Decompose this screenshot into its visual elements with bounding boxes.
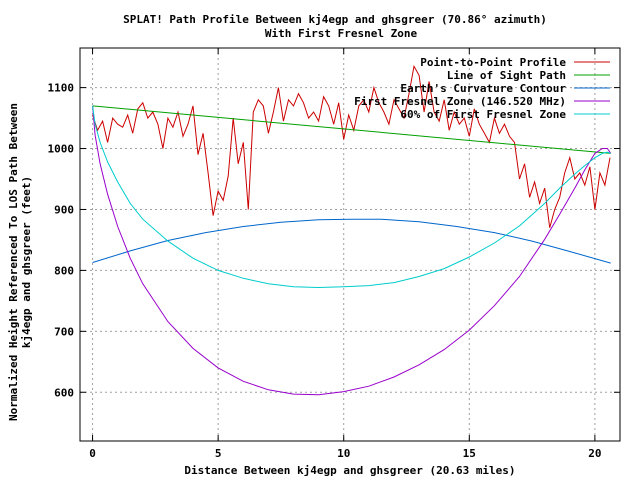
x-tick-label: 5 bbox=[215, 447, 222, 460]
y-tick-label: 900 bbox=[54, 203, 74, 216]
legend-label: Line of Sight Path bbox=[447, 69, 566, 82]
chart-title: SPLAT! Path Profile Between kj4egp and g… bbox=[123, 13, 547, 26]
series-line-point-to-point-profile bbox=[92, 64, 611, 228]
chart-subtitle: With First Fresnel Zone bbox=[265, 27, 418, 40]
x-tick-label: 20 bbox=[588, 447, 601, 460]
series-line-60-of-first-fresnel-zone bbox=[92, 105, 611, 289]
x-tick-label: 0 bbox=[89, 447, 96, 460]
plot-frame bbox=[79, 47, 621, 442]
x-axis-label: Distance Between kj4egp and ghsgreer (20… bbox=[184, 464, 515, 477]
x-tick-label: 10 bbox=[337, 447, 350, 460]
series-layer bbox=[92, 64, 612, 396]
y-tick-label: 1000 bbox=[48, 143, 75, 156]
series-line-first-fresnel-zone-146-520-mhz bbox=[92, 105, 612, 396]
series-line-earth-s-curvature-contour bbox=[92, 218, 611, 264]
y-tick-label: 600 bbox=[54, 386, 74, 399]
legend-label: 60% of First Fresnel Zone bbox=[400, 108, 566, 121]
y-axis-label-line1: Normalized Height Referenced To LOS Path… bbox=[7, 103, 20, 421]
series-line-line-of-sight-path bbox=[92, 105, 611, 154]
legend-label: First Fresnel Zone (146.520 MHz) bbox=[354, 95, 566, 108]
legend-label: Earth's Curvature Contour bbox=[400, 82, 566, 95]
y-axis-label-line2: kj4egp and ghsgreer (feet) bbox=[20, 176, 33, 348]
y-tick-label: 700 bbox=[54, 325, 74, 338]
legend-label: Point-to-Point Profile bbox=[420, 56, 566, 69]
y-tick-label: 1100 bbox=[48, 82, 75, 95]
x-tick-label: 15 bbox=[463, 447, 476, 460]
axis-ticks: 0 5 10 15 20 600 700 800 900 1000 1100 bbox=[48, 48, 620, 460]
grid-lines bbox=[80, 48, 620, 441]
y-tick-label: 800 bbox=[54, 264, 74, 277]
